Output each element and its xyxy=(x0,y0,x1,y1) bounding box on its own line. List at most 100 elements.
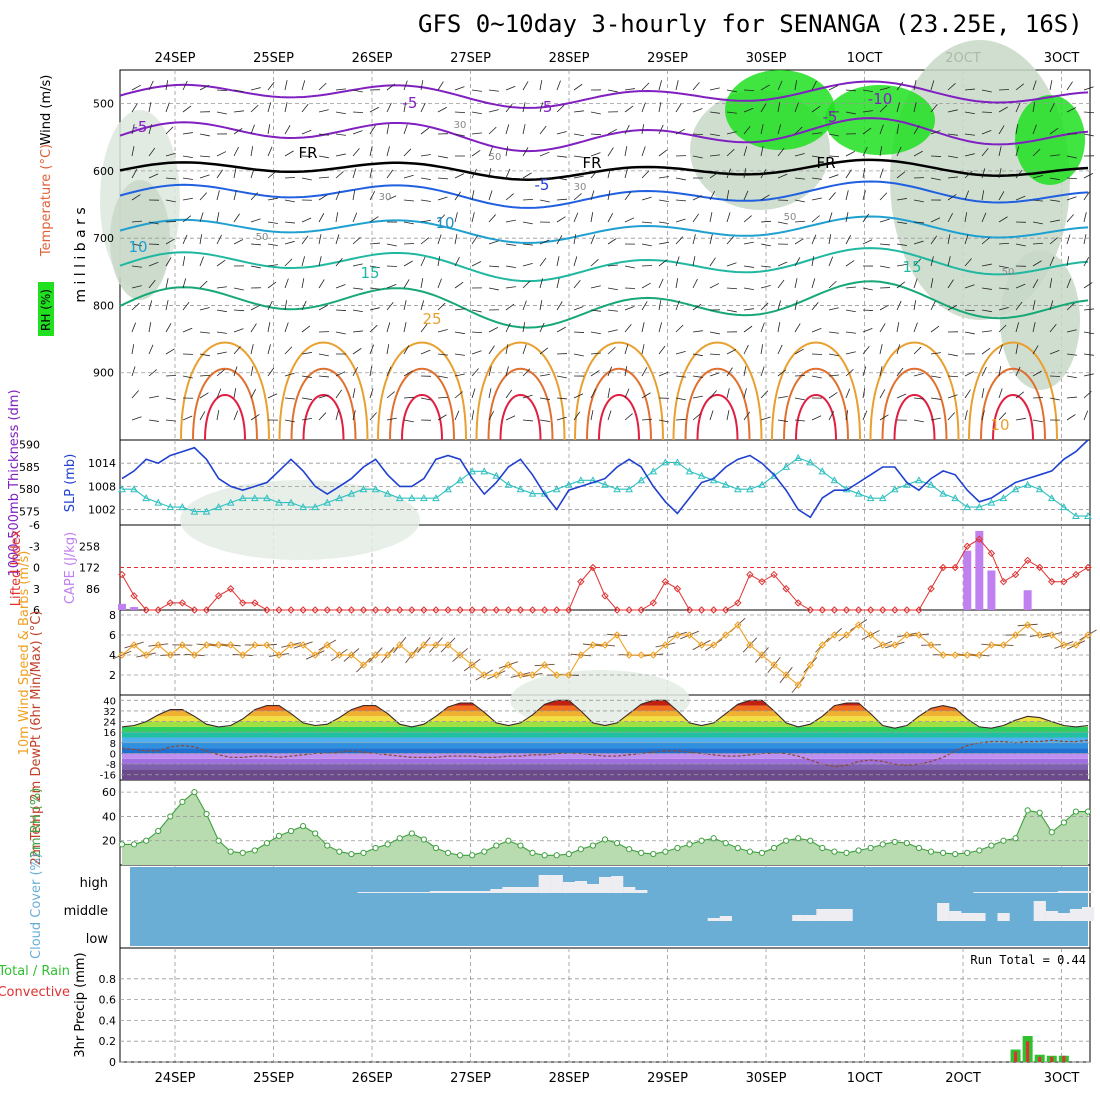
lifted-index-line-point xyxy=(335,606,344,614)
rh-2m-line-point xyxy=(976,847,983,854)
wind-barb xyxy=(199,234,203,245)
wind-barb xyxy=(556,131,567,135)
wind-barb xyxy=(369,146,373,157)
wind-barb xyxy=(828,212,833,223)
wind-barb xyxy=(216,212,220,223)
thickness-line-point xyxy=(878,494,887,502)
wind-speed-line-point xyxy=(987,641,996,649)
wind-barb xyxy=(165,238,175,245)
wind-speed-line-point xyxy=(951,651,959,659)
temperature-contour-lobe xyxy=(377,341,467,441)
wind-barb xyxy=(1049,80,1053,91)
wind-barb xyxy=(335,234,340,245)
wind-barb xyxy=(794,102,799,113)
lifted-index-line-point xyxy=(275,606,283,614)
lifted-index-line-point xyxy=(915,606,923,614)
rh-2m-line-point xyxy=(1036,809,1043,816)
wind-barb xyxy=(590,170,598,179)
lifted-index-line-point xyxy=(287,606,295,614)
rh-2m-line-point xyxy=(215,837,222,844)
wind-barb xyxy=(403,419,414,423)
wind-barb xyxy=(607,89,618,93)
temperature-contour-lobe xyxy=(475,341,566,441)
lifted-index-line-point xyxy=(697,606,706,614)
lifted-index-line xyxy=(121,538,1089,611)
wind-barb xyxy=(675,236,684,245)
contour-label: 30 xyxy=(379,192,392,203)
wind-barb xyxy=(913,80,917,91)
thickness-line-point xyxy=(287,498,295,506)
rh-2m-line-point xyxy=(469,852,476,859)
wind-barb xyxy=(216,410,220,421)
wind-barb xyxy=(386,102,392,113)
wind-barb xyxy=(658,124,664,135)
wind-barb xyxy=(522,368,531,377)
cloud-bar-high xyxy=(1057,891,1071,893)
wind-barb xyxy=(148,80,154,91)
rh-2m-line-point xyxy=(795,835,802,842)
wind-barb xyxy=(505,168,511,179)
wind-barb xyxy=(522,300,527,311)
wind-barb xyxy=(301,103,309,113)
lifted-index-line-point xyxy=(178,599,187,607)
wind-barb xyxy=(726,349,737,355)
wind-barb xyxy=(454,111,466,114)
thickness-line-point xyxy=(830,476,839,484)
wind-speed-line-point xyxy=(794,681,802,689)
wind-barb xyxy=(369,388,374,399)
lifted-index-line-point xyxy=(118,570,126,579)
wind-barb xyxy=(1032,102,1036,113)
wind-barb xyxy=(692,195,703,201)
wind-barb xyxy=(845,286,856,289)
wind-barb xyxy=(641,102,646,113)
wind-barb xyxy=(964,331,975,335)
rh-shading xyxy=(825,85,935,155)
wind-barb xyxy=(777,221,788,225)
run-total-label: Run Total = 0.44 xyxy=(970,953,1086,967)
wind-barb xyxy=(964,389,971,399)
lifted-index-line-point xyxy=(142,606,150,614)
wind-barb xyxy=(471,309,482,313)
wind-barb xyxy=(811,132,822,135)
wind-speed-line-point xyxy=(202,641,211,649)
wind-speed-line-point xyxy=(758,651,766,659)
wind-barb xyxy=(743,308,754,311)
wind-barb xyxy=(896,243,907,246)
thickness-line-point xyxy=(154,498,163,506)
cloud-bar-high xyxy=(586,884,600,893)
wind-barb xyxy=(1015,102,1021,113)
precip-tick-label: 0 xyxy=(109,1056,116,1069)
wind-barb xyxy=(471,235,478,245)
wind-barb xyxy=(165,257,172,267)
thickness-line-point xyxy=(564,480,573,488)
thickness-line-point xyxy=(746,485,754,493)
wind-barb xyxy=(998,191,1005,201)
wind-barb xyxy=(607,147,614,157)
wind-barb xyxy=(1066,256,1070,267)
wind-barb xyxy=(641,367,648,377)
cloud-bar-high xyxy=(550,875,563,893)
wind-barb xyxy=(437,278,442,289)
wind-barb xyxy=(913,199,924,203)
wind-barb xyxy=(726,410,730,421)
temperature-contour-lobe xyxy=(795,394,837,441)
thickness-line-point xyxy=(202,507,211,515)
wind-barb xyxy=(131,194,141,201)
wind-barb xyxy=(760,302,769,311)
wind-barb xyxy=(403,148,412,157)
wind-barb xyxy=(471,89,482,92)
wind-barb xyxy=(1083,111,1095,114)
lifted-index-line-point xyxy=(347,606,356,614)
rh-2m-line-point xyxy=(1048,829,1055,836)
wind-barb xyxy=(1015,283,1026,289)
wind-barb xyxy=(386,283,397,289)
contour-label: -10 xyxy=(868,90,893,108)
wind-barb xyxy=(794,153,805,157)
thickness-line-point xyxy=(758,480,766,488)
wind-barb xyxy=(964,111,975,115)
wind-barb xyxy=(216,234,222,245)
wind-barb xyxy=(573,83,583,91)
wind-barb xyxy=(709,372,720,377)
lifted-index-line-point xyxy=(963,542,971,550)
thickness-line-point xyxy=(540,489,549,497)
